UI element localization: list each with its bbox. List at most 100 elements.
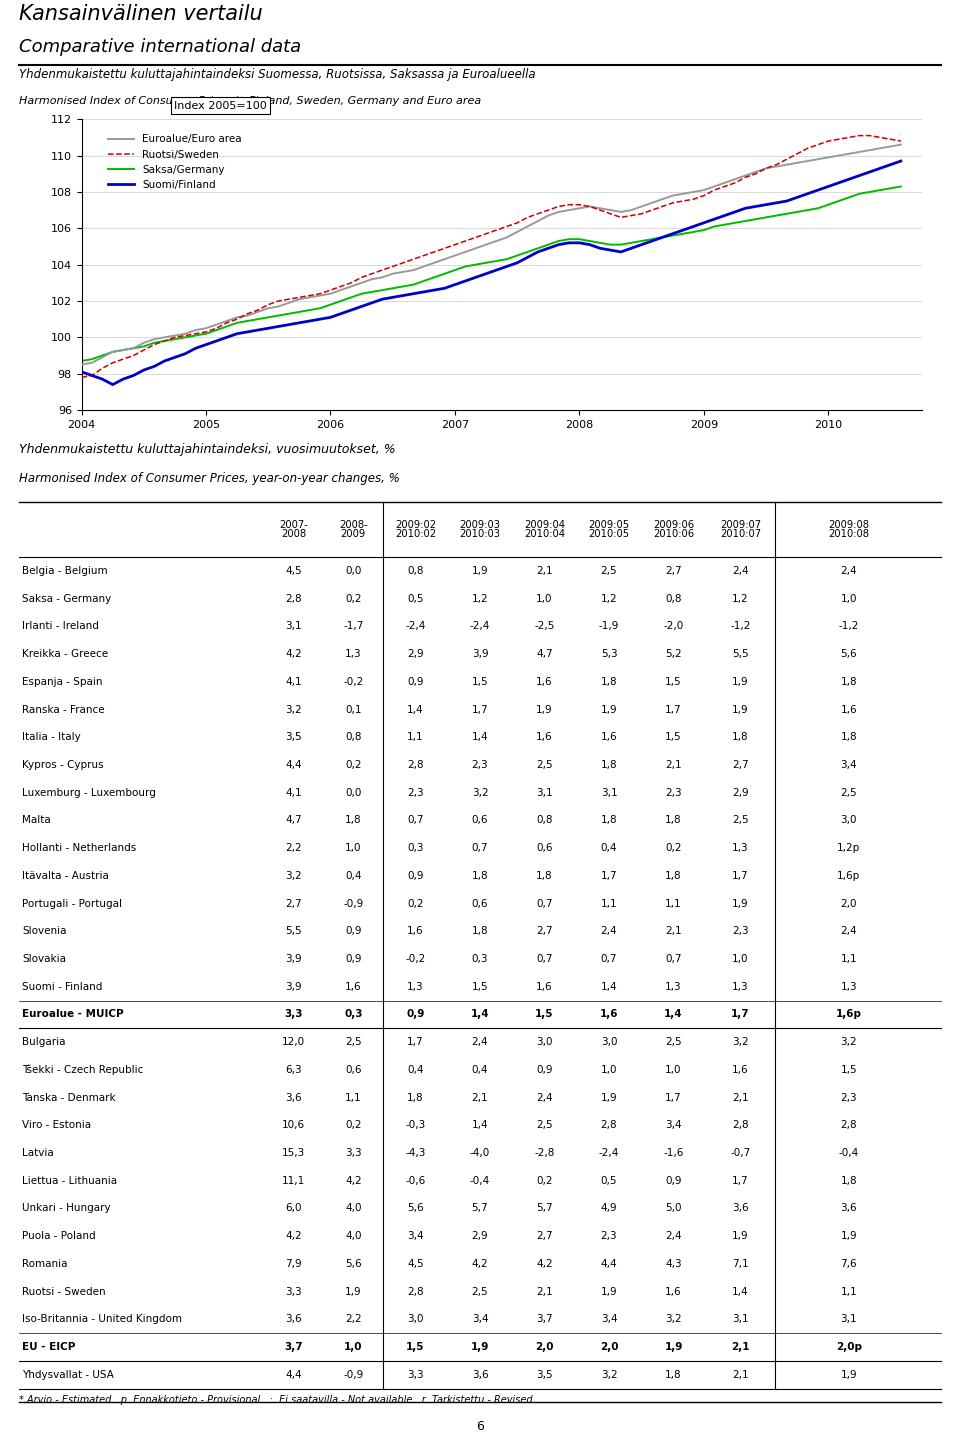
Text: 0,7: 0,7 (665, 954, 682, 964)
Text: 3,0: 3,0 (537, 1037, 553, 1047)
Text: 1,6: 1,6 (732, 1064, 749, 1075)
Text: 1,8: 1,8 (471, 926, 489, 936)
Text: 1,1: 1,1 (601, 899, 617, 909)
Text: 0,9: 0,9 (345, 954, 362, 964)
Text: EU - EICP: EU - EICP (22, 1342, 76, 1352)
Text: Irlanti - Ireland: Irlanti - Ireland (22, 621, 99, 631)
Text: 1,8: 1,8 (840, 733, 857, 742)
Text: 0,8: 0,8 (345, 733, 362, 742)
Text: 1,8: 1,8 (665, 816, 682, 826)
Text: 2,1: 2,1 (732, 1370, 749, 1380)
Text: 3,4: 3,4 (407, 1232, 423, 1242)
Text: 3,6: 3,6 (732, 1204, 749, 1214)
Text: -1,9: -1,9 (599, 621, 619, 631)
Text: 1,9: 1,9 (732, 1232, 749, 1242)
Text: 2009: 2009 (341, 528, 366, 538)
Text: 2,2: 2,2 (345, 1314, 362, 1325)
Text: 2,4: 2,4 (840, 926, 857, 936)
Text: Liettua - Lithuania: Liettua - Lithuania (22, 1176, 117, 1185)
Text: 2,0: 2,0 (600, 1342, 618, 1352)
Text: Portugali - Portugal: Portugali - Portugal (22, 899, 122, 909)
Text: 12,0: 12,0 (282, 1037, 305, 1047)
Text: 0,7: 0,7 (601, 954, 617, 964)
Text: 3,2: 3,2 (840, 1037, 857, 1047)
Text: 0,0: 0,0 (345, 788, 362, 798)
Text: 1,9: 1,9 (601, 1092, 617, 1102)
Text: 2,9: 2,9 (407, 648, 423, 659)
Text: 1,8: 1,8 (345, 816, 362, 826)
Text: 1,5: 1,5 (840, 1064, 857, 1075)
Text: 1,5: 1,5 (665, 676, 682, 686)
Text: 0,2: 0,2 (665, 843, 682, 853)
Text: 4,2: 4,2 (345, 1176, 362, 1185)
Text: 2010:07: 2010:07 (720, 528, 761, 538)
Text: 1,9: 1,9 (345, 1287, 362, 1297)
Text: 3,6: 3,6 (840, 1204, 857, 1214)
Text: 1,5: 1,5 (406, 1342, 424, 1352)
Text: 1,2p: 1,2p (837, 843, 860, 853)
Text: 1,1: 1,1 (840, 954, 857, 964)
Text: Slovenia: Slovenia (22, 926, 66, 936)
Text: 3,9: 3,9 (285, 981, 301, 992)
Text: 1,8: 1,8 (601, 760, 617, 771)
Text: Puola - Poland: Puola - Poland (22, 1232, 96, 1242)
Text: Itävalta - Austria: Itävalta - Austria (22, 871, 108, 881)
Text: Malta: Malta (22, 816, 51, 826)
Text: 2,8: 2,8 (407, 1287, 423, 1297)
Text: 1,9: 1,9 (732, 899, 749, 909)
Text: 3,9: 3,9 (285, 954, 301, 964)
Text: 0,4: 0,4 (345, 871, 362, 881)
Text: 0,6: 0,6 (537, 843, 553, 853)
Text: -0,9: -0,9 (343, 899, 364, 909)
Text: 1,0: 1,0 (665, 1064, 682, 1075)
Text: Slovakia: Slovakia (22, 954, 66, 964)
Text: Harmonised Index of Consumer Prices, year-on-year changes, %: Harmonised Index of Consumer Prices, yea… (19, 471, 400, 484)
Text: 0,4: 0,4 (471, 1064, 489, 1075)
Text: 4,4: 4,4 (285, 1370, 301, 1380)
Text: 0,7: 0,7 (537, 954, 553, 964)
Text: 1,8: 1,8 (537, 871, 553, 881)
Text: 3,2: 3,2 (601, 1370, 617, 1380)
Text: 1,0: 1,0 (601, 1064, 617, 1075)
Text: 3,2: 3,2 (471, 788, 489, 798)
Text: 0,9: 0,9 (407, 676, 423, 686)
Text: Italia - Italy: Italia - Italy (22, 733, 81, 742)
Text: 1,7: 1,7 (471, 705, 489, 714)
Text: 1,6: 1,6 (537, 733, 553, 742)
Text: 0,6: 0,6 (471, 899, 489, 909)
Text: 0,3: 0,3 (344, 1009, 363, 1019)
Text: 3,3: 3,3 (345, 1149, 362, 1157)
Text: 0,6: 0,6 (471, 816, 489, 826)
Text: 2,5: 2,5 (537, 1120, 553, 1130)
Text: 0,7: 0,7 (407, 816, 423, 826)
Text: 1,8: 1,8 (840, 676, 857, 686)
Text: 1,9: 1,9 (732, 676, 749, 686)
Text: 2,2: 2,2 (285, 843, 301, 853)
Text: Espanja - Spain: Espanja - Spain (22, 676, 103, 686)
Text: 1,6: 1,6 (537, 981, 553, 992)
Text: 0,3: 0,3 (471, 954, 489, 964)
Text: 1,8: 1,8 (840, 1176, 857, 1185)
Text: 0,4: 0,4 (601, 843, 617, 853)
Text: 3,5: 3,5 (537, 1370, 553, 1380)
Text: 1,8: 1,8 (471, 871, 489, 881)
Text: 1,9: 1,9 (840, 1370, 857, 1380)
Text: 1,8: 1,8 (601, 676, 617, 686)
Text: 4,2: 4,2 (537, 1259, 553, 1269)
Text: 7,1: 7,1 (732, 1259, 749, 1269)
Text: 3,4: 3,4 (601, 1314, 617, 1325)
Text: 0,2: 0,2 (345, 593, 362, 603)
Text: -1,2: -1,2 (838, 621, 859, 631)
Text: 2,1: 2,1 (732, 1092, 749, 1102)
Text: 2,1: 2,1 (665, 926, 682, 936)
Text: 1,2: 1,2 (732, 593, 749, 603)
Text: Euroalue - MUICP: Euroalue - MUICP (22, 1009, 124, 1019)
Text: 1,9: 1,9 (840, 1232, 857, 1242)
Text: 1,2: 1,2 (601, 593, 617, 603)
Text: 4,2: 4,2 (285, 648, 301, 659)
Text: 2009:07: 2009:07 (720, 521, 761, 531)
Text: 3,0: 3,0 (407, 1314, 423, 1325)
Text: 3,4: 3,4 (665, 1120, 682, 1130)
Text: Saksa - Germany: Saksa - Germany (22, 593, 111, 603)
Text: 2,7: 2,7 (732, 760, 749, 771)
